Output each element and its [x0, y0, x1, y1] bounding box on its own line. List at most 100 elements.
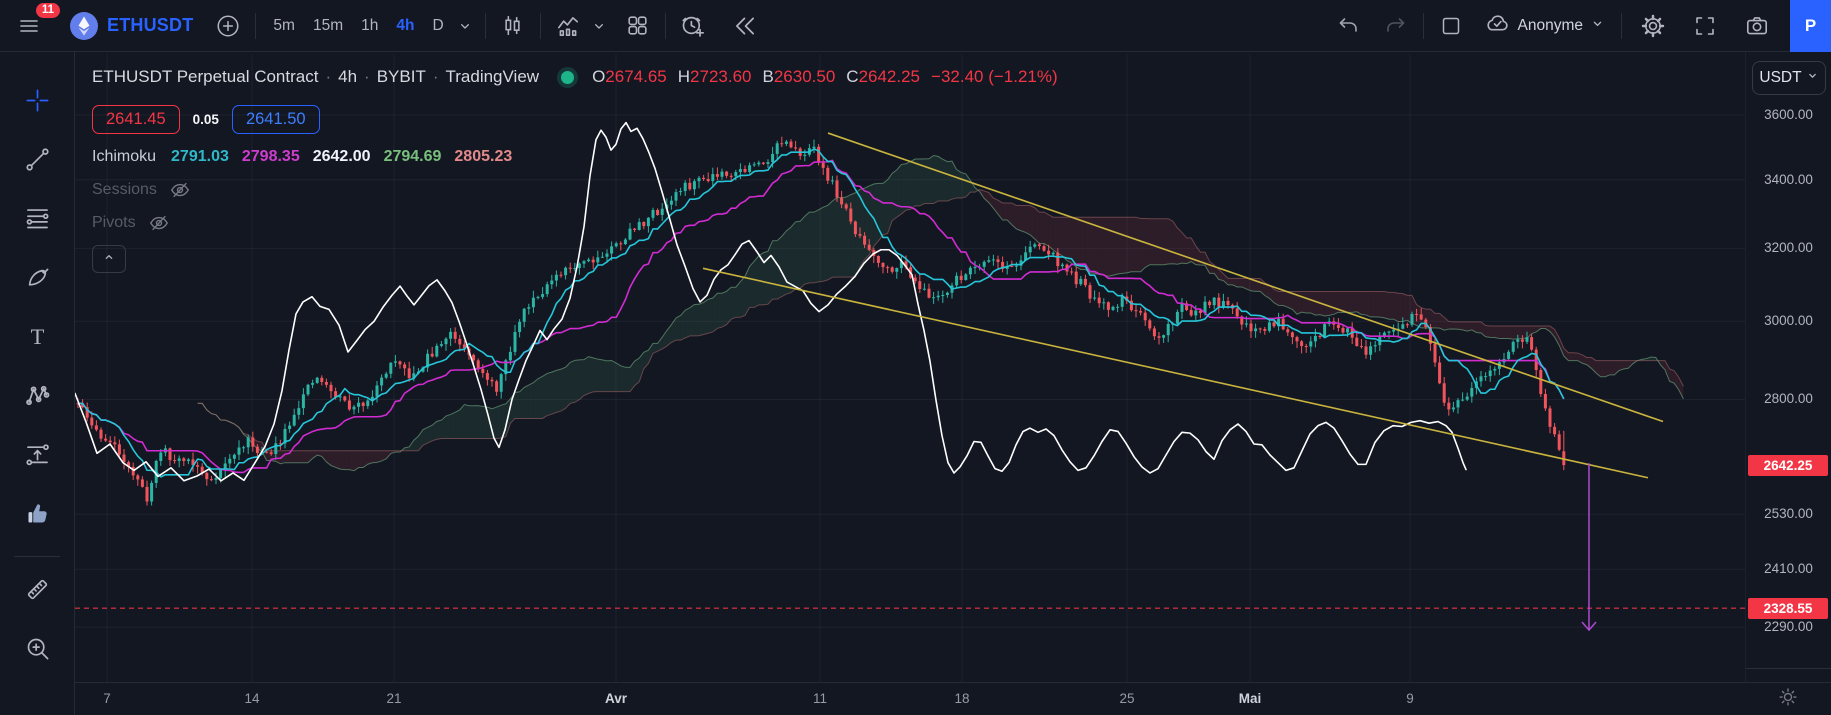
price-chart[interactable] — [75, 54, 1745, 682]
screenshot-button[interactable] — [1738, 7, 1776, 45]
undo-button[interactable] — [1329, 7, 1367, 45]
price-axis[interactable]: USDT 3600.00 3400.00 3200.00 3000.00 2800.00… — [1745, 52, 1831, 682]
time-axis[interactable]: 7 14 21 Avr 11 18 25 Mai 9 — [75, 682, 1745, 715]
layout-select-button[interactable] — [1432, 7, 1470, 45]
ohlc-value: H2723.60 — [677, 67, 752, 86]
ohlc-value: B2630.50 — [762, 67, 836, 86]
buy-button[interactable]: 2641.50 — [231, 105, 320, 134]
axis-settings-button[interactable] — [1745, 682, 1831, 715]
notification-badge: 11 — [35, 2, 60, 18]
bar-replay-button[interactable] — [726, 7, 764, 45]
indicator-name[interactable]: Sessions — [92, 181, 157, 198]
price-tick: 3400.00 — [1764, 171, 1813, 187]
long-position-icon — [24, 441, 51, 473]
gear-icon — [1640, 13, 1666, 39]
cloud-check-icon — [1484, 10, 1511, 42]
zoom-in-tool-button[interactable] — [16, 630, 58, 672]
axis-separator — [1746, 668, 1831, 669]
time-tick: 14 — [244, 691, 260, 706]
indicator-values: 2791.03 2798.35 2642.00 2794.69 2805.23 — [171, 148, 525, 166]
chevron-down-icon — [591, 18, 607, 34]
fib-retracement-icon — [24, 205, 51, 237]
alert-button[interactable] — [674, 7, 712, 45]
time-tick: 21 — [386, 691, 402, 706]
replay-rewind-icon — [732, 13, 758, 39]
brush-icon — [24, 264, 51, 296]
price-label: 2328.55 — [1748, 597, 1828, 619]
thumbs-up-tool-button[interactable] — [16, 495, 58, 537]
alarm-clock-plus-icon — [679, 12, 706, 39]
redo-button[interactable] — [1377, 7, 1415, 45]
toolbar-separator — [255, 12, 257, 39]
eye-off-icon[interactable] — [148, 212, 170, 234]
undo-icon — [1336, 14, 1360, 38]
indicator-name[interactable]: Pivots — [92, 214, 136, 231]
sell-button[interactable]: 2641.45 — [92, 105, 180, 134]
ruler-icon — [24, 576, 51, 608]
price-tick: 2290.00 — [1764, 619, 1813, 635]
hamburger-icon — [17, 14, 41, 38]
chevron-down-icon — [457, 18, 473, 34]
ichimoku-value: 2642.00 — [312, 148, 371, 165]
timeframe-15m[interactable]: 15m — [312, 16, 344, 34]
templates-button[interactable] — [619, 7, 657, 45]
legend-title-part: BYBIT — [376, 67, 426, 86]
price-label: 2642.25 — [1748, 454, 1828, 476]
sun-icon — [1777, 686, 1799, 713]
time-tick: 7 — [103, 691, 111, 706]
legend-title-row: ETHUSDT Perpetual Contract · 4h · BYBIT · Trad… — [92, 64, 1058, 90]
settings-button[interactable] — [1634, 7, 1672, 45]
fib-retracement-tool-button[interactable] — [16, 200, 58, 242]
xabcd-pattern-tool-button[interactable] — [16, 377, 58, 419]
main-menu-button[interactable] — [10, 7, 48, 45]
text-tool-button[interactable]: T — [16, 318, 58, 360]
price-tick: 3600.00 — [1764, 107, 1813, 122]
legend-title-part: 4h — [338, 67, 358, 86]
svg-text:T: T — [30, 324, 44, 349]
chart-legend: ETHUSDT Perpetual Contract · 4h · BYBIT · Trad… — [92, 64, 1058, 273]
legend-title-part[interactable]: ETHUSDT Perpetual Contract — [92, 67, 319, 86]
bid-ask-row: 2641.45 0.05 2641.50 — [92, 103, 1058, 136]
ichimoku-value: 2798.35 — [241, 148, 300, 165]
legend-collapse-button[interactable] — [92, 245, 126, 273]
long-position-tool-button[interactable] — [16, 436, 58, 478]
price-tick: 2530.00 — [1764, 506, 1813, 522]
time-tick: Mai — [1238, 691, 1262, 706]
indicators-dropdown-button[interactable] — [587, 7, 611, 45]
indicator-name[interactable]: Ichimoku — [92, 148, 157, 165]
toolbar-separator — [539, 12, 541, 39]
cloud-account-button[interactable]: Anonyme — [1480, 10, 1609, 42]
timeframe-dropdown-button[interactable] — [453, 7, 477, 45]
market-status-dot — [561, 70, 575, 84]
indicators-button[interactable] — [549, 7, 587, 45]
publish-button[interactable]: P — [1790, 0, 1831, 52]
fullscreen-button[interactable] — [1686, 7, 1724, 45]
price-change: −32.40 (−1.21%) — [931, 67, 1058, 86]
timeframe-4h[interactable]: 4h — [396, 16, 415, 34]
ruler-tool-button[interactable] — [16, 571, 58, 613]
title-separator: · — [432, 67, 439, 86]
timeframe-5m[interactable]: 5m — [273, 16, 295, 34]
account-name: Anonyme — [1517, 16, 1583, 34]
brush-tool-button[interactable] — [16, 259, 58, 301]
symbol-name[interactable]: ETHUSDT — [107, 15, 194, 35]
ethereum-logo-icon[interactable] — [70, 11, 98, 40]
indicators-icon — [555, 13, 581, 39]
currency-selector[interactable]: USDT — [1752, 61, 1826, 95]
chevron-down-icon — [1590, 16, 1605, 36]
compare-add-button[interactable] — [209, 7, 247, 45]
camera-icon — [1744, 13, 1770, 39]
price-tick: 2800.00 — [1764, 391, 1813, 407]
eye-off-icon[interactable] — [169, 179, 191, 201]
zoom-in-icon — [24, 635, 51, 667]
chart-type-button[interactable] — [494, 7, 532, 45]
timeframe-D[interactable]: D — [432, 16, 444, 34]
timeframe-list: 5m 15m 1h 4h D — [264, 7, 452, 45]
chevron-up-icon — [101, 249, 117, 270]
indicator-row: Ichimoku 2791.03 2798.35 2642.00 2794.69 280… — [92, 145, 1058, 169]
time-tick: 18 — [954, 691, 970, 706]
crosshair-tool-button[interactable] — [16, 82, 58, 124]
timeframe-1h[interactable]: 1h — [361, 16, 379, 34]
trend-line-tool-button[interactable] — [16, 141, 58, 183]
indicator-row-pivots: Pivots — [92, 211, 1058, 235]
